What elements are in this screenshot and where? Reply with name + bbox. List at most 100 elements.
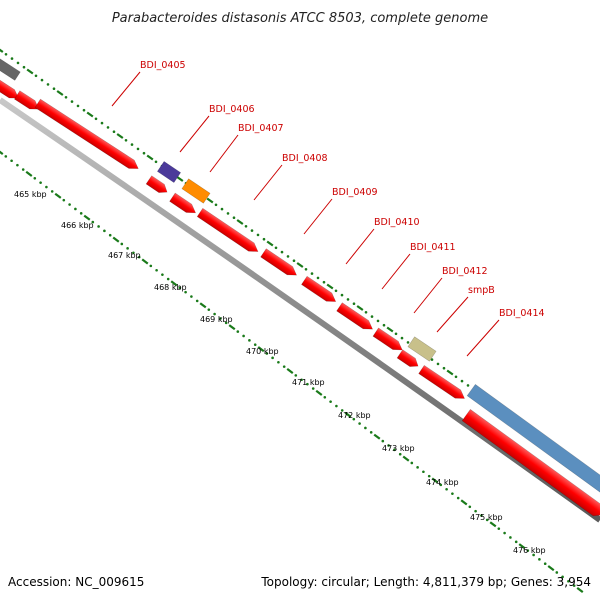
gene-label: BDI_0407 [238,123,284,134]
outer-minor-tick [82,108,86,112]
gene-red-small [14,90,40,110]
inner-minor-tick [445,487,448,491]
gene-bdi-0414 [466,384,600,496]
gene-red-c [418,364,465,399]
kbp-label: 465 kbp [14,190,47,199]
outer-minor-tick [310,272,314,275]
outer-minor-tick [76,104,80,108]
inner-minor-tick [514,540,518,544]
gene-label-group: BDI_0405 BDI_0406 BDI_0407 BDI_0408 BDI_0409… [140,60,545,319]
inner-minor-tick [543,562,547,566]
inner-minor-tick [294,374,298,377]
inner-minor-tick [213,312,216,316]
inner-minor-tick [416,466,419,469]
inner-minor-tick [381,439,385,443]
outer-minor-tick [220,207,224,211]
outer-minor-tick [346,298,350,301]
inner-major-tick [83,214,91,221]
outer-minor-tick [340,293,344,297]
inner-minor-tick [137,255,141,259]
gene-bdi-0412 [372,327,403,351]
outer-minor-tick [250,229,254,232]
outer-minor-tick [70,100,74,103]
inner-minor-tick [480,514,483,517]
outer-minor-tick [406,341,410,344]
inner-minor-tick [155,268,158,272]
inner-minor-tick [561,575,564,579]
inner-major-tick [0,150,4,155]
outer-minor-tick [106,126,110,129]
outer-major-tick [146,154,154,161]
outer-minor-tick [436,362,440,366]
inner-minor-tick [456,496,460,500]
gene-bdi-0409 [260,248,297,276]
inner-major-tick [141,258,149,265]
gene-bdi-0410 [301,275,337,302]
outer-minor-tick [364,311,368,314]
gene-bdi-0405 [34,98,139,169]
outer-minor-tick [4,53,8,56]
inner-minor-tick [358,422,361,425]
inner-minor-tick [4,155,8,158]
kbp-label: 476 kbp [513,546,546,555]
inner-minor-tick [439,483,443,487]
outer-major-tick [56,90,64,96]
inner-major-tick [54,192,62,199]
gene-bdi-0411 [336,302,373,330]
outer-minor-tick [94,117,98,121]
inner-minor-tick [555,571,559,574]
outer-minor-tick [370,315,374,318]
topology-text: Topology: circular; Length: 4,811,379 bp… [260,575,591,589]
inner-minor-tick [178,286,182,290]
outer-minor-tick [130,143,134,146]
inner-minor-tick [497,527,501,530]
kbp-label: 467 kbp [108,251,141,260]
kbp-label: 472 kbp [338,411,371,420]
outer-minor-tick [280,250,284,254]
outer-minor-tick [232,216,236,219]
gene-small-red [145,175,168,193]
outer-minor-tick [16,61,20,65]
backbone-track [0,97,600,523]
outer-major-tick [446,369,454,376]
kbp-label: 471 kbp [292,378,325,387]
outer-minor-tick [10,57,14,60]
gene-label: BDI_0414 [499,308,545,319]
inner-minor-tick [108,233,112,237]
outer-minor-tick [142,151,146,155]
inner-minor-tick [387,444,390,447]
inner-minor-tick [265,352,269,355]
inner-minor-tick [532,553,535,557]
inner-minor-tick [62,198,66,202]
outer-minor-tick [256,233,260,237]
gene-label-line [303,198,333,235]
inner-minor-tick [74,207,77,211]
outer-minor-tick [124,139,128,142]
outer-minor-tick [454,375,458,379]
outer-minor-tick [376,319,380,323]
outer-minor-tick [292,259,296,263]
kbp-label: 466 kbp [61,221,94,230]
inner-minor-tick [166,277,170,281]
outer-minor-tick [352,302,356,306]
gene-label-line [345,228,375,265]
inner-major-tick [547,565,555,572]
gene-track [0,55,600,517]
outer-minor-tick [100,121,104,125]
inner-minor-tick [306,382,309,386]
inner-major-tick [344,411,352,418]
gene-label-line [111,71,141,107]
inner-minor-tick [68,203,71,206]
gene-smpb [407,336,437,362]
gene-red-long [461,409,600,517]
kbp-label-group: 465 kbp 466 kbp 467 kbp 468 kbp 469 kbp 470 k… [14,190,546,555]
inner-minor-tick [132,251,135,255]
gene-label: BDI_0409 [332,187,378,198]
inner-minor-tick [538,558,541,561]
inner-minor-tick [242,334,245,338]
outer-minor-tick [34,74,38,78]
inner-tick-ring [0,150,584,593]
inner-minor-tick [120,242,124,246]
gene-label-line [179,115,210,153]
